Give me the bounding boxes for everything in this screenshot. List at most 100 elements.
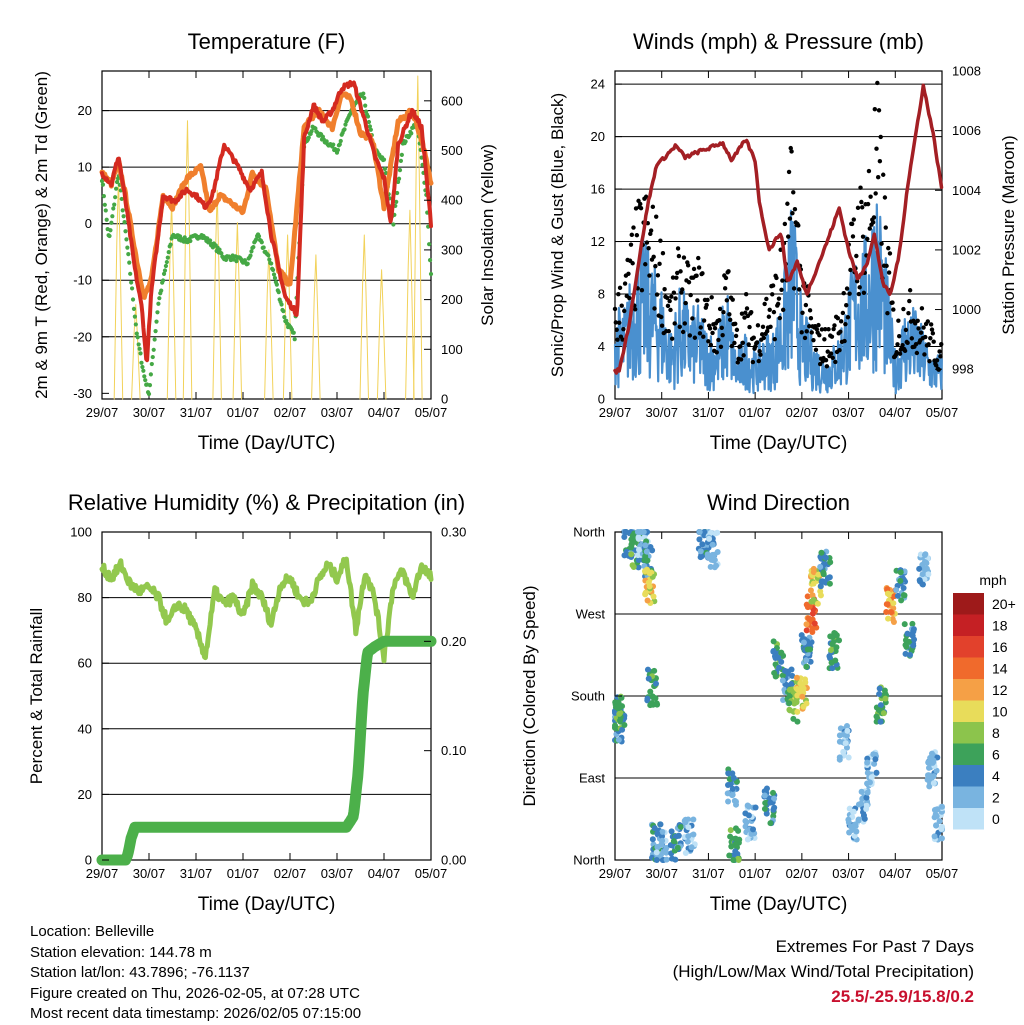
gust-point xyxy=(756,358,761,364)
dewpoint-point xyxy=(279,302,284,307)
direction-point xyxy=(642,568,649,575)
direction-point xyxy=(621,721,628,728)
direction-point xyxy=(833,644,840,651)
y-tick-label: -10 xyxy=(73,273,92,288)
gust-point xyxy=(849,221,855,227)
gust-point xyxy=(847,291,852,296)
direction-point xyxy=(900,585,907,592)
dewpoint-point xyxy=(121,214,126,219)
station-location: Location: Belleville xyxy=(30,923,155,940)
direction-point xyxy=(877,702,884,709)
direction-point xyxy=(828,659,835,666)
direction-point xyxy=(864,789,871,796)
direction-point xyxy=(750,826,757,833)
direction-point xyxy=(745,812,752,819)
dewpoint-point xyxy=(99,178,105,184)
direction-point xyxy=(827,559,834,566)
extremes-values: 25.5/-25.9/15.8/0.2 xyxy=(831,987,974,1006)
x-tick-label: 03/07 xyxy=(832,866,865,881)
gust-point xyxy=(804,329,809,334)
direction-point xyxy=(771,795,778,802)
dewpoint-point xyxy=(427,258,433,263)
gust-point xyxy=(764,296,769,302)
gust-point xyxy=(690,316,695,321)
gust-point xyxy=(722,286,728,291)
y-tick-label-right: 0 xyxy=(441,392,448,407)
gust-point xyxy=(859,199,864,205)
gust-point xyxy=(622,281,628,286)
dewpoint-point xyxy=(366,119,372,125)
gust-point xyxy=(807,324,812,329)
direction-point xyxy=(770,806,777,813)
dewpoint-point xyxy=(156,301,161,306)
gust-point xyxy=(620,337,625,342)
y-tick-label-right: 1006 xyxy=(952,123,981,138)
y-tick-label-right: 400 xyxy=(441,193,463,208)
gust-point xyxy=(858,185,863,190)
y-tick-label: 20 xyxy=(78,103,92,118)
dewpoint-point xyxy=(130,297,136,302)
gust-point xyxy=(695,298,700,303)
dewpoint-point xyxy=(397,168,403,173)
x-tick-label: 30/07 xyxy=(645,405,678,420)
direction-point xyxy=(776,664,783,671)
gust-point xyxy=(926,342,931,347)
gust-point xyxy=(657,261,662,267)
direction-point xyxy=(857,800,864,807)
direction-point xyxy=(803,601,810,608)
gust-point xyxy=(921,325,926,330)
gust-point xyxy=(817,332,822,338)
y-tick-label-right: 1000 xyxy=(952,302,981,317)
y-tick-label: 8 xyxy=(598,287,605,302)
gust-point xyxy=(696,265,702,270)
gust-point xyxy=(802,335,808,341)
direction-point xyxy=(803,627,810,634)
x-tick-label: 04/07 xyxy=(879,866,912,881)
dewpoint-point xyxy=(153,329,158,334)
gust-point xyxy=(671,290,677,295)
direction-point xyxy=(727,827,734,834)
dewpoint-point xyxy=(101,194,106,199)
direction-point xyxy=(883,609,890,616)
direction-point xyxy=(876,685,883,692)
direction-point xyxy=(876,691,883,698)
gust-point xyxy=(706,339,711,344)
gust-point xyxy=(735,360,740,365)
dewpoint-point xyxy=(363,103,368,108)
direction-point xyxy=(649,836,656,843)
gust-point xyxy=(867,226,872,231)
direction-point xyxy=(651,667,658,674)
dewpoint-point xyxy=(161,271,167,276)
direction-point xyxy=(779,652,786,659)
gust-point xyxy=(716,337,721,343)
gust-point xyxy=(659,314,664,320)
direction-point xyxy=(860,812,867,819)
gust-point xyxy=(930,331,936,336)
gust-point xyxy=(654,214,659,219)
direction-point xyxy=(688,844,695,851)
gust-point xyxy=(873,191,878,196)
chart-title: Winds (mph) & Pressure (mb) xyxy=(633,29,924,54)
direction-point xyxy=(817,563,824,570)
y-tick-label-right: 100 xyxy=(441,342,463,357)
gust-point xyxy=(868,194,873,199)
dewpoint-point xyxy=(409,131,414,136)
dewpoint-point xyxy=(166,250,171,255)
gust-point xyxy=(828,351,834,356)
gust-point xyxy=(914,350,920,356)
gust-point xyxy=(686,280,692,285)
solar-insolation-line xyxy=(212,189,222,400)
humidity-line xyxy=(99,556,434,664)
direction-point xyxy=(829,665,836,672)
gust-point xyxy=(666,329,672,334)
gust-point xyxy=(896,318,901,323)
station-info: Location: Belleville Station elevation: … xyxy=(30,922,361,1025)
direction-point xyxy=(672,856,679,863)
y-tick-label-right: 1002 xyxy=(952,242,981,257)
direction-point xyxy=(772,673,779,680)
gust-point xyxy=(759,332,765,337)
gust-point xyxy=(857,285,862,290)
solar-insolation-line xyxy=(413,75,423,400)
gust-point xyxy=(768,324,773,330)
direction-point xyxy=(621,533,628,540)
